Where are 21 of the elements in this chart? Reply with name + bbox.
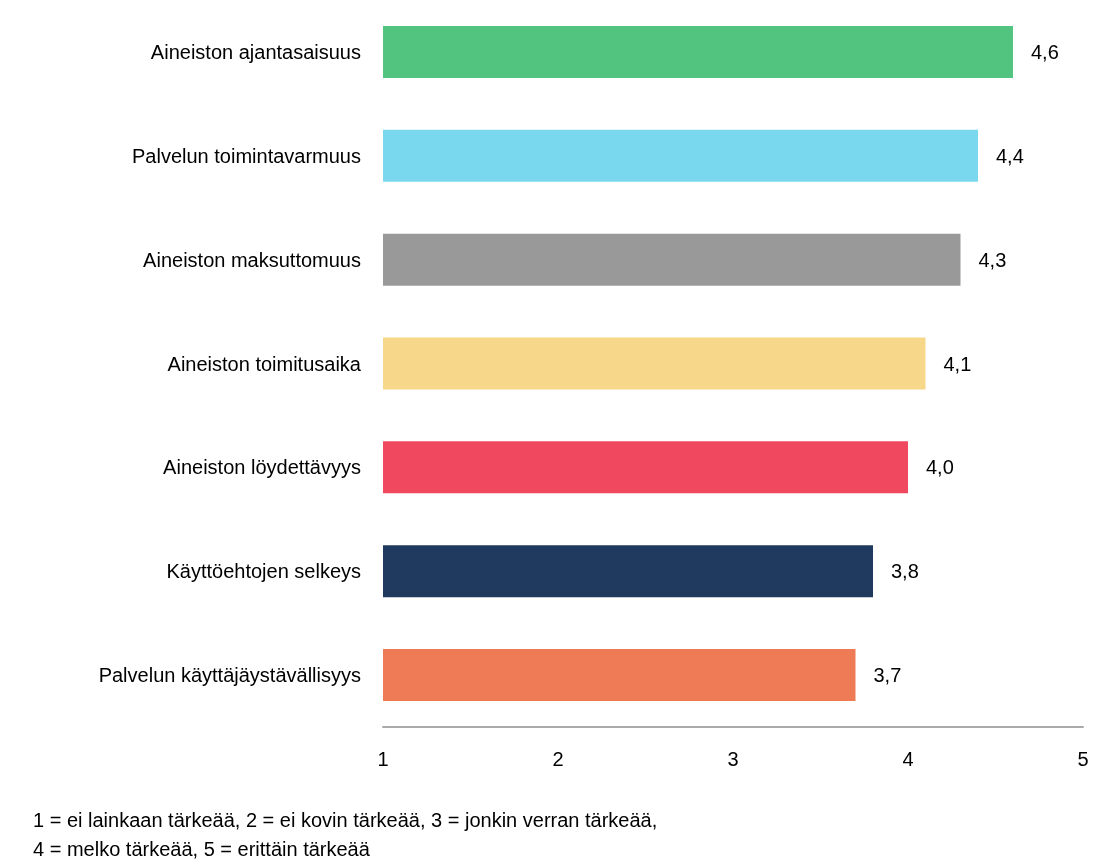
data-label: 4,6 xyxy=(1031,40,1059,63)
x-tick-label: 3 xyxy=(727,748,739,770)
text: 4 = melko tärkeää, 5 = erittäin tärkeää xyxy=(33,838,371,860)
x-tick-label: 4 xyxy=(902,748,914,770)
x-tick-label: 5 xyxy=(1077,748,1089,770)
data-label: 4,1 xyxy=(943,352,972,375)
y-tick-label: Aineiston löydettävyys xyxy=(163,456,361,479)
y-tick-label: Palvelun käyttäjäystävällisyys xyxy=(98,664,361,687)
data-label: 3,7 xyxy=(873,664,902,687)
x-tick-label: 1 xyxy=(377,748,389,770)
x-tick-label: 2 xyxy=(552,748,564,770)
y-tick-label: Aineiston maksuttomuus xyxy=(143,248,361,271)
y-tick-label: Palvelun toimintavarmuus xyxy=(132,144,361,167)
data-label: 4,3 xyxy=(978,248,1007,271)
y-tick-label: Aineiston toimitusaika xyxy=(167,352,362,375)
data-label: 3,8 xyxy=(891,560,919,583)
text: 1 = ei lainkaan tärkeää, 2 = ei kovin tärkeää, 3 = jonkin verran tärkeää, xyxy=(33,809,658,831)
y-tick-label: Aineiston ajantasaisuus xyxy=(150,40,361,63)
data-label: 4,0 xyxy=(926,456,954,479)
data-label: 4,4 xyxy=(996,144,1024,167)
y-tick-label: Käyttöehtojen selkeys xyxy=(166,560,361,583)
